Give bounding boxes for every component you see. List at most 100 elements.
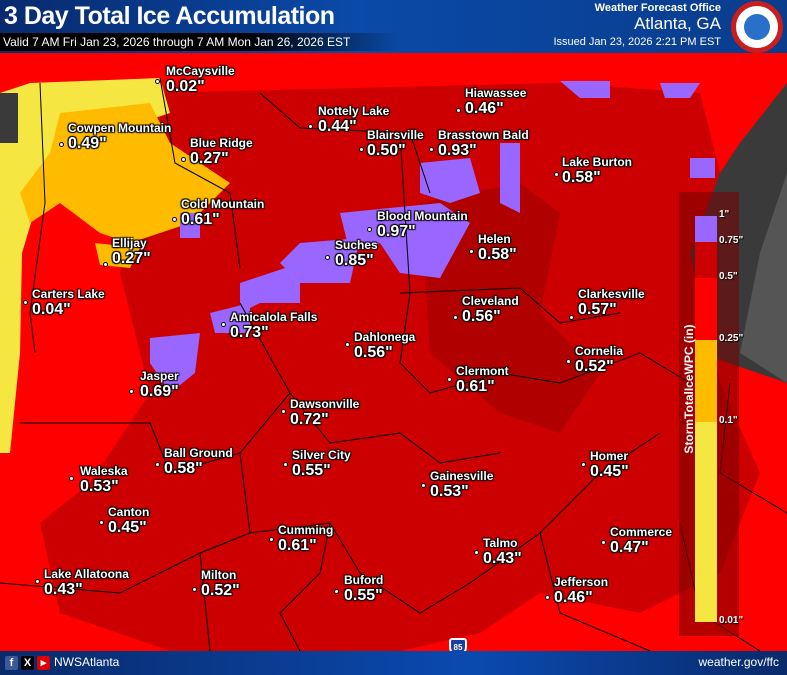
location-dot [367,227,372,232]
location-label: Lake Burton 0.58" [562,155,632,187]
ice-amount: 0.46" [554,589,593,606]
location-name: Blairsville [367,128,424,142]
location-label: Cleveland 0.56" [462,294,519,326]
ice-accumulation-map: 1" 0.75" 0.5" 0.25" 0.1" 0.01" StormTota… [0,53,787,656]
location-label: Dawsonville 0.72" [290,397,359,429]
location-name: Blood Mountain [377,209,468,223]
ice-amount: 0.47" [610,539,649,556]
location-label: Cowpen Mountain 0.49" [68,121,171,153]
legend-tick: 0.75" [719,235,744,246]
county-borders [0,77,787,652]
facebook-icon[interactable]: f [5,656,18,670]
location-label: Commerce 0.47" [610,525,672,557]
legend-title: StormTotalIceWPC (in) [682,324,696,454]
location-name: Nottely Lake [318,104,390,118]
ice-amount: 0.58" [562,169,601,186]
location-name: Canton [108,505,150,519]
legend: 1" 0.75" 0.5" 0.25" 0.1" 0.01" StormTota… [679,192,743,636]
location-dot [155,462,160,467]
x-icon[interactable]: X [21,656,34,670]
location-name: Gainesville [430,469,494,483]
location-dot [23,300,28,305]
legend-tick: 0.1" [719,415,738,426]
location-dot [545,595,550,600]
ice-amount: 0.72" [290,411,329,428]
location-label: Clarkesville 0.57" [578,287,645,319]
location-label: Canton 0.45" [108,505,149,537]
location-label: Cumming 0.61" [278,523,333,555]
ice-amount: 0.56" [354,344,393,361]
location-name: Lake Burton [562,155,633,169]
location-name: Cornelia [575,344,624,358]
location-dot [129,389,134,394]
location-name: Milton [201,568,237,582]
social-handle[interactable]: NWSAtlanta [54,655,120,669]
location-label: Blue Ridge 0.27" [190,136,253,168]
legend-swatch-0.1-0.25 [695,340,717,422]
ice-amount: 0.53" [430,483,469,500]
location-label: Lake Allatoona 0.43" [44,567,129,599]
ice-amount: 0.56" [462,308,501,325]
location-name: Cowpen Mountain [68,121,172,135]
location-label: Silver City 0.55" [292,448,351,480]
ice-amount: 0.69" [140,383,179,400]
location-label: McCaysville 0.02" [166,64,235,96]
location-label: Amicalola Falls 0.73" [230,310,317,342]
location-name: Waleska [80,464,128,478]
location-dot [172,217,177,222]
location-name: Cleveland [462,294,519,308]
office-name: Atlanta, GA [634,14,721,33]
location-dot [69,476,74,481]
location-dot [269,537,274,542]
ice-amount: 0.27" [190,150,229,167]
location-dot [601,540,606,545]
location-label: Gainesville 0.53" [430,469,493,501]
ice-amount: 0.46" [465,100,504,117]
location-dot [155,79,160,84]
ice-amount: 0.58" [164,460,203,477]
location-name: Silver City [292,448,351,462]
location-dot [447,377,452,382]
header: 3 Day Total Ice Accumulation Valid 7 AM … [0,0,787,53]
ice-amount: 0.97" [377,223,416,240]
location-name: Suches [335,238,378,252]
nws-logo [731,1,783,53]
location-label: Waleska 0.53" [80,464,128,496]
location-name: Cumming [278,523,334,537]
location-dot [474,550,479,555]
location-label: Talmo 0.43" [483,536,522,568]
location-label: Milton 0.52" [201,568,240,600]
legend-tick: 0.25" [719,333,744,344]
ice-amount: 0.55" [344,587,383,604]
orange-region [20,103,230,243]
office-label: Weather Forecast Office [594,2,721,14]
location-name: Talmo [483,536,518,550]
legend-swatch-0.01-0.1 [695,422,717,622]
location-dot [581,462,586,467]
location-label: Helen 0.58" [478,232,517,264]
location-dot [554,172,559,177]
location-dot [456,108,461,113]
ice-amount: 0.45" [590,463,629,480]
location-name: Cold Mountain [181,197,265,211]
youtube-icon[interactable]: ▸ [37,656,50,670]
location-dot [569,315,574,320]
location-label: Jefferson 0.46" [554,575,608,607]
location-name: Commerce [610,525,673,539]
location-name: Lake Allatoona [44,567,129,581]
ice-amount: 0.44" [318,118,357,135]
location-dot [429,147,434,152]
legend-tick: 0.01" [719,615,744,626]
location-label: Homer 0.45" [590,449,629,481]
website-link[interactable]: weather.gov/ffc [698,655,780,669]
location-name: Dawsonville [290,397,360,411]
location-label: Hiawassee 0.46" [465,86,526,118]
location-dot [469,249,474,254]
location-dot [325,255,330,260]
location-label: Cold Mountain 0.61" [181,197,264,229]
location-label: Jasper 0.69" [140,369,179,401]
location-name: McCaysville [166,64,235,78]
location-dot [345,342,350,347]
valid-period: Valid 7 AM Fri Jan 23, 2026 through 7 AM… [0,33,400,51]
legend-swatch-0.75-1 [695,216,717,242]
